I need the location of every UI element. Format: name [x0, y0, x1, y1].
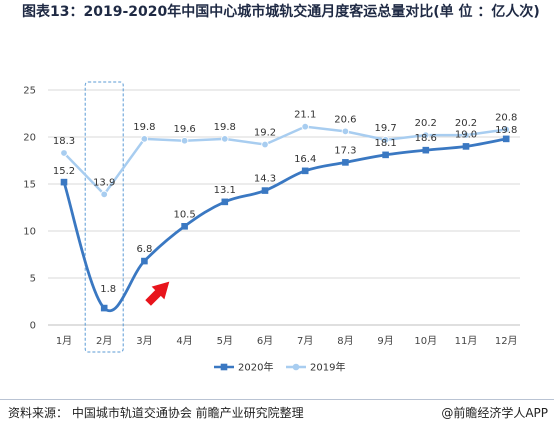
highlight-box — [84, 81, 124, 353]
series-point-2020 — [261, 187, 269, 194]
data-label-2020: 15.2 — [53, 166, 75, 177]
data-label-2020: 18.1 — [374, 138, 396, 149]
series-point-2020 — [342, 159, 349, 166]
series-point-2020 — [181, 223, 188, 230]
data-label-2020: 13.1 — [214, 185, 236, 196]
data-label-2020: 18.6 — [415, 133, 437, 144]
data-label-2020: 10.5 — [173, 209, 195, 220]
series-line-2020 — [62, 137, 507, 313]
y-tick-label: 25 — [23, 86, 36, 97]
x-tick-label: 7月 — [297, 335, 313, 347]
series-point-2019 — [422, 131, 430, 139]
source-note: 资料来源： 中国城市轨道交通协会 前瞻产业研究院整理 — [8, 406, 304, 420]
data-label-2019: 19.7 — [374, 123, 396, 134]
legend-label-2020: 2020年 — [238, 361, 273, 374]
data-label-2019: 19.6 — [173, 124, 195, 135]
series-point-2019 — [221, 135, 229, 143]
series-point-2020 — [422, 146, 430, 154]
line-chart: 0 5 10 15 20 25 1月 2月 3月 4月 5月 6月 7月 8月 9月 10月 11月 12月 18.… — [23, 81, 520, 374]
series-point-2020 — [141, 257, 148, 265]
series-point-2020 — [301, 167, 309, 175]
x-tick-label: 1月 — [56, 335, 72, 347]
legend-marker-2019 — [292, 363, 300, 371]
data-label-2019: 19.2 — [254, 128, 276, 139]
series-point-2020 — [100, 304, 108, 312]
series-point-2019 — [381, 136, 390, 144]
x-tick-label: 8月 — [337, 335, 353, 347]
data-label-2020: 6.8 — [136, 244, 152, 255]
series-point-2020 — [462, 143, 470, 150]
series-point-2020 — [502, 135, 510, 143]
series-point-2019 — [60, 149, 68, 157]
data-label-2019: 20.6 — [334, 114, 356, 125]
series-point-2019 — [462, 131, 470, 139]
data-label-2019: 19.8 — [133, 122, 155, 133]
y-tick-label: 15 — [23, 180, 36, 191]
legend-label-2019: 2019年 — [310, 361, 345, 374]
footer-divider — [0, 399, 554, 424]
x-tick-label: 2月 — [96, 335, 112, 347]
data-label-2020: 19.0 — [455, 129, 477, 140]
series-point-2019 — [100, 190, 108, 199]
data-label-2019: 21.1 — [294, 110, 316, 121]
series-point-2020 — [221, 198, 229, 206]
y-tick-label: 20 — [23, 133, 36, 144]
data-label-2019: 20.2 — [415, 118, 437, 129]
y-tick-label: 5 — [30, 274, 36, 285]
x-tick-label: 9月 — [377, 335, 393, 347]
data-label-2020: 17.3 — [334, 145, 356, 156]
data-label-2019: 13.9 — [93, 177, 115, 188]
legend-marker-2020 — [220, 363, 228, 371]
y-tick-label: 0 — [30, 321, 36, 332]
credit-note: @前瞻经济学人APP — [441, 406, 548, 420]
data-label-2019: 18.3 — [53, 136, 75, 147]
series-point-2019 — [180, 137, 189, 145]
x-tick-label: 5月 — [217, 335, 233, 347]
x-tick-label: 4月 — [176, 335, 192, 347]
chart-title: 图表13：2019-2020年中国中心城市城轨交通月度客运总量对比(单 位 ：亿… — [22, 4, 540, 20]
data-label-2019: 20.2 — [455, 118, 477, 129]
series-point-2019 — [502, 125, 510, 134]
x-tick-label: 11月 — [455, 335, 478, 347]
series-line-2019 — [63, 125, 507, 197]
data-label-2020: 14.3 — [254, 174, 276, 185]
x-tick-label: 3月 — [136, 335, 152, 347]
data-label-2020: 1.8 — [100, 284, 116, 295]
data-label-2020: 19.8 — [495, 125, 517, 136]
red-arrow-icon — [145, 281, 170, 306]
series-point-2019 — [301, 122, 309, 131]
data-label-2019: 20.8 — [495, 112, 517, 123]
x-tick-label: 12月 — [495, 335, 518, 347]
data-label-2020: 16.4 — [294, 154, 316, 165]
series-point-2019 — [140, 135, 149, 143]
y-tick-label: 10 — [23, 227, 36, 238]
series-point-2020 — [382, 151, 389, 159]
series-point-2019 — [341, 127, 350, 136]
x-tick-label: 6月 — [257, 335, 273, 347]
series-point-2019 — [261, 140, 269, 149]
x-tick-label: 10月 — [414, 335, 437, 347]
series-point-2020 — [60, 178, 68, 186]
data-label-2019: 19.8 — [214, 122, 236, 133]
